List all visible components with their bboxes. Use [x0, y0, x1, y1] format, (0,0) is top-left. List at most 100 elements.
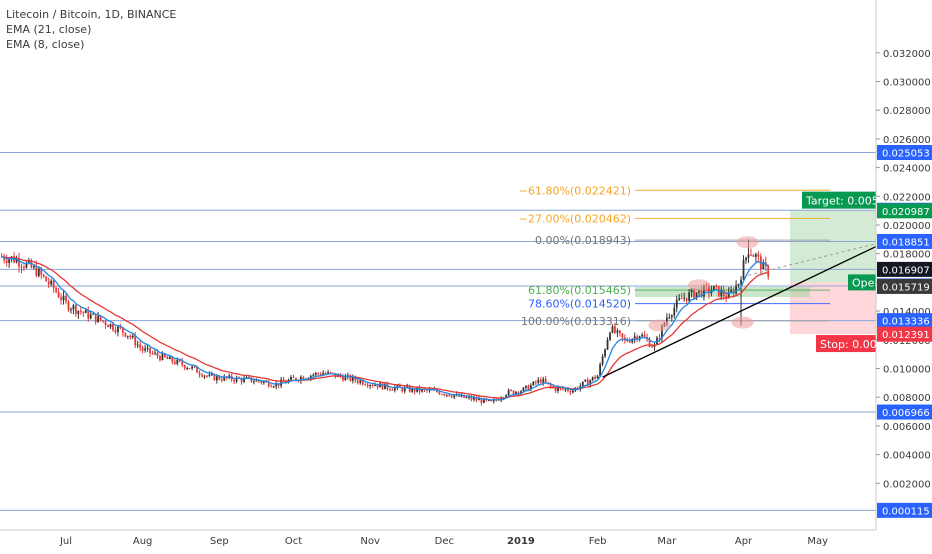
candle-body-43 [107, 324, 109, 328]
candle-body-94 [233, 379, 236, 382]
candle-body-122 [302, 376, 305, 380]
fib-label-3: 61.80%(0.015465) [528, 284, 631, 297]
candle-body-237 [586, 379, 589, 385]
candle-body-59 [146, 347, 149, 349]
candle-body-304 [752, 255, 755, 257]
price-badge-7: 0.013336 [882, 317, 930, 328]
price-tick-label-1: 0.030000 [883, 78, 931, 89]
candle-body-153 [379, 383, 381, 388]
candle-body-263 [651, 346, 653, 348]
candle-body-168 [416, 387, 419, 392]
candle-body-308 [762, 262, 765, 270]
time-tick-label-3: Oct [285, 536, 302, 547]
candle-body-97 [240, 378, 243, 382]
candle-body-251 [621, 333, 624, 338]
time-tick-label-4: Nov [360, 536, 380, 547]
candle-body-24 [60, 297, 62, 301]
price-tick-label-14: 0.004000 [883, 451, 931, 462]
candle-body-302 [747, 254, 750, 258]
candle-body-102 [253, 381, 255, 383]
candle-body-270 [668, 317, 671, 319]
candle-body-155 [384, 383, 386, 390]
candle-body-31 [77, 310, 80, 314]
candle-body-149 [369, 385, 372, 387]
price-badge-6: 0.015719 [882, 282, 930, 293]
candle-body-241 [596, 375, 599, 379]
highlight-ellipse-0 [736, 236, 759, 249]
candle-body-21 [52, 280, 55, 289]
candle-body-189 [468, 396, 470, 398]
candle-body-242 [599, 364, 602, 376]
candle-body-89 [220, 379, 223, 381]
candle-body-39 [97, 315, 100, 323]
candle-body-146 [361, 380, 364, 385]
candle-body-79 [196, 366, 198, 373]
candle-body-132 [327, 371, 330, 374]
candle-body-55 [136, 344, 139, 346]
candle-body-152 [376, 385, 379, 388]
candle-body-277 [685, 297, 688, 301]
candle-body-197 [487, 400, 490, 402]
candle-body-37 [92, 313, 95, 315]
candle-body-98 [243, 377, 245, 382]
candle-body-262 [648, 339, 651, 347]
candle-body-67 [166, 357, 169, 360]
candle-body-210 [520, 391, 522, 394]
candle-body-178 [440, 394, 443, 396]
indicator-ema-21[interactable]: EMA (21, close) [6, 23, 92, 36]
candle-body-158 [391, 389, 394, 391]
candle-body-273 [675, 299, 678, 308]
candle-body-193 [478, 398, 480, 401]
candle-body-128 [317, 373, 320, 375]
candle-body-274 [678, 298, 681, 300]
candle-body-206 [510, 390, 512, 392]
time-axis-ticks: Jul Aug Sep Oct Nov Dec 2019 Feb Mar Apr May [59, 536, 828, 547]
candle-body-222 [549, 383, 552, 387]
candle-body-70 [173, 361, 176, 364]
candle-body-213 [527, 385, 530, 390]
candle-body-68 [168, 356, 171, 360]
candle-body-129 [319, 374, 322, 376]
candle-body-3 [8, 259, 11, 263]
candle-body-61 [151, 353, 154, 355]
candle-body-295 [730, 290, 733, 293]
candle-body-191 [473, 397, 475, 400]
time-tick-label-8: Mar [657, 536, 677, 547]
candle-body-154 [381, 383, 384, 390]
candle-body-38 [94, 313, 97, 323]
ema-21-line [1, 256, 769, 399]
candle-body-294 [727, 292, 730, 299]
time-tick-label-6: 2019 [507, 536, 535, 547]
candle-body-275 [680, 298, 683, 300]
candle-body-192 [475, 397, 478, 401]
candle-body-86 [213, 374, 216, 381]
symbol-title: Litecoin / Bitcoin, 1D, BINANCE [6, 8, 177, 21]
indicator-ema-8[interactable]: EMA (8, close) [6, 38, 85, 51]
candle-body-65 [161, 353, 164, 361]
candle-body-7 [18, 258, 20, 267]
candle-body-188 [465, 397, 468, 399]
candle-body-162 [401, 387, 404, 392]
candle-body-182 [450, 396, 453, 398]
price-badge-box-2 [877, 203, 932, 219]
candle-body-254 [628, 341, 631, 343]
candle-body-130 [322, 373, 325, 375]
candle-body-219 [542, 378, 545, 383]
candle-body-108 [267, 381, 270, 387]
time-tick-label-1: Aug [133, 536, 153, 547]
candle-body-231 [572, 390, 574, 393]
fib-label-0: −61.80%(0.022421) [519, 184, 631, 197]
candle-body-297 [735, 285, 738, 294]
candle-body-301 [745, 257, 747, 261]
candle-body-205 [507, 390, 510, 396]
price-badge-8: 0.012391 [882, 330, 930, 341]
candle-body-141 [349, 375, 352, 381]
price-badge-box-10 [877, 502, 932, 518]
price-badges: 0.0250530.0210270.0209870.0188510.016907… [877, 144, 932, 518]
candle-body-63 [156, 352, 159, 357]
candle-body-288 [712, 285, 715, 291]
candle-body-109 [270, 386, 273, 388]
